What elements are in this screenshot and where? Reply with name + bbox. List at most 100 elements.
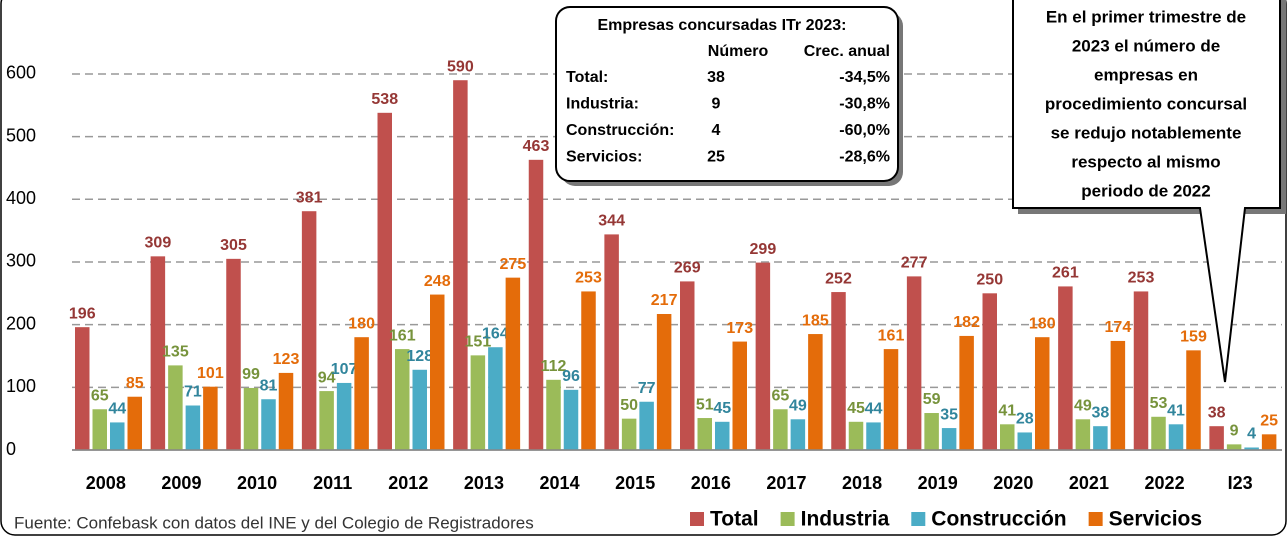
data-label: 196 xyxy=(69,305,96,322)
data-label: 65 xyxy=(771,387,789,404)
bar xyxy=(680,281,695,450)
y-tick-label: 300 xyxy=(6,251,36,271)
table-cell: -28,6% xyxy=(839,149,890,166)
data-label: 151 xyxy=(465,334,492,351)
data-label: 99 xyxy=(242,366,260,383)
bar xyxy=(488,347,503,450)
data-label: 261 xyxy=(1052,265,1079,282)
callout-text: En el primer trimestre de xyxy=(1046,7,1246,26)
bar xyxy=(261,399,276,450)
data-label: 135 xyxy=(162,344,189,361)
bar xyxy=(1168,424,1184,450)
bar xyxy=(354,337,369,450)
data-label: 253 xyxy=(575,270,602,287)
source: Fuente: Confebask con datos del INE y de… xyxy=(14,513,534,532)
bar xyxy=(1261,434,1277,450)
data-label: 101 xyxy=(197,365,224,382)
legend-swatch xyxy=(780,512,795,526)
bar xyxy=(412,369,427,450)
data-label: 44 xyxy=(865,401,883,418)
bar xyxy=(1035,337,1050,450)
callout-text: procedimiento concursal xyxy=(1045,94,1247,113)
bar xyxy=(1186,350,1201,450)
data-label: 248 xyxy=(424,273,451,290)
bar xyxy=(581,291,596,450)
y-tick-label: 0 xyxy=(6,439,16,459)
data-label: 161 xyxy=(389,327,416,344)
y-tick-label: 500 xyxy=(6,125,36,145)
x-tick-label: 2011 xyxy=(313,473,352,493)
bar xyxy=(505,277,521,450)
data-label: 538 xyxy=(371,91,398,108)
data-label: 9 xyxy=(1230,423,1239,440)
x-tick-label: I23 xyxy=(1228,473,1253,493)
data-label: 275 xyxy=(500,256,527,273)
legend-swatch xyxy=(1088,512,1103,526)
data-label: 463 xyxy=(523,138,550,155)
data-label: 252 xyxy=(825,270,852,287)
bar xyxy=(883,349,899,450)
data-label: 182 xyxy=(953,314,980,331)
data-label: 180 xyxy=(1029,315,1056,332)
x-tick-label: 2018 xyxy=(842,473,882,493)
data-label: 45 xyxy=(713,400,731,417)
bar xyxy=(808,334,823,450)
bar xyxy=(831,292,846,450)
y-tick-label: 600 xyxy=(6,63,36,83)
data-label: 107 xyxy=(331,361,358,378)
bar xyxy=(75,327,90,450)
bar xyxy=(185,405,201,450)
table-box xyxy=(555,6,899,182)
x-tick-label: 2012 xyxy=(388,473,428,493)
data-label: 253 xyxy=(1128,270,1155,287)
bar xyxy=(1226,444,1242,450)
bar xyxy=(906,276,922,450)
bar xyxy=(866,422,881,450)
bar xyxy=(1133,291,1149,450)
x-tick-label: 2014 xyxy=(540,473,580,493)
callout-box xyxy=(1012,0,1281,383)
table-cell: -60,0% xyxy=(839,122,890,139)
data-label: 381 xyxy=(296,189,323,206)
bar xyxy=(715,421,730,450)
table-cell: 4 xyxy=(712,122,721,139)
data-label: 65 xyxy=(91,387,109,404)
bar xyxy=(528,159,544,450)
bar xyxy=(243,387,259,450)
x-tick-label: 2019 xyxy=(918,473,958,493)
callout-text: empresas en xyxy=(1094,65,1198,84)
bar xyxy=(395,349,410,450)
bar xyxy=(1093,426,1108,450)
bar xyxy=(430,294,445,450)
bar xyxy=(790,419,806,450)
data-label: 81 xyxy=(260,377,278,394)
table-cell: Industria: xyxy=(566,96,639,113)
data-label: 41 xyxy=(998,403,1016,420)
bar xyxy=(697,418,712,450)
data-label: 53 xyxy=(1150,395,1168,412)
bar xyxy=(278,372,294,450)
data-label: 128 xyxy=(406,348,433,365)
legend-label: Total xyxy=(710,508,759,531)
table-cell: -34,5% xyxy=(839,69,890,86)
x-tick-label: 2010 xyxy=(237,473,277,493)
bar xyxy=(773,409,788,450)
data-label: 35 xyxy=(940,406,958,423)
data-label: 185 xyxy=(802,312,829,329)
data-label: 38 xyxy=(1208,404,1226,421)
bar xyxy=(732,341,747,450)
legend-swatch xyxy=(690,512,704,526)
bar xyxy=(1000,424,1015,450)
x-tick-label: 2021 xyxy=(1069,473,1109,493)
data-label: 159 xyxy=(1180,329,1207,346)
table-cell: Servicios: xyxy=(566,149,642,166)
data-label: 299 xyxy=(750,241,777,258)
x-tick-label: 2016 xyxy=(691,473,731,493)
data-label: 164 xyxy=(482,325,509,342)
bar xyxy=(621,418,637,450)
callout-text: respecto al mismo xyxy=(1071,152,1220,171)
data-label: 85 xyxy=(126,375,144,392)
bar xyxy=(1151,416,1166,450)
table-cell: 38 xyxy=(707,69,725,86)
